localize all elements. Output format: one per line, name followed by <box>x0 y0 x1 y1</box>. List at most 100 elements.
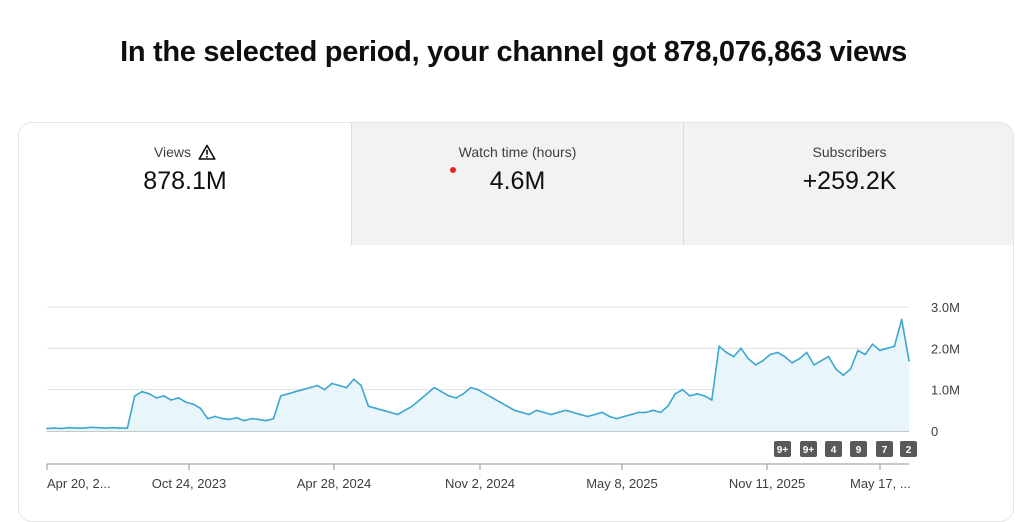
event-badge[interactable] <box>774 441 791 457</box>
data-point[interactable] <box>688 395 691 397</box>
data-point[interactable] <box>557 411 560 414</box>
data-point[interactable] <box>214 415 216 418</box>
data-point[interactable] <box>301 388 304 391</box>
data-point[interactable] <box>250 417 253 420</box>
data-point[interactable] <box>323 388 326 391</box>
data-point[interactable] <box>835 368 837 370</box>
data-point[interactable] <box>126 427 129 429</box>
data-point[interactable] <box>674 392 677 395</box>
data-point[interactable] <box>279 395 282 397</box>
data-point[interactable] <box>68 426 70 429</box>
data-point[interactable] <box>367 405 370 408</box>
data-point[interactable] <box>827 355 830 358</box>
data-point[interactable] <box>374 407 377 410</box>
data-point[interactable] <box>725 351 728 354</box>
data-point[interactable] <box>849 368 852 370</box>
data-point[interactable] <box>272 417 275 420</box>
data-point[interactable] <box>491 397 494 399</box>
data-point[interactable] <box>747 357 750 360</box>
data-point[interactable] <box>594 413 596 416</box>
data-point[interactable] <box>703 395 706 397</box>
data-point[interactable] <box>513 409 516 412</box>
data-point[interactable] <box>469 386 472 389</box>
tab-watch-time[interactable]: Watch time (hours) 4.6M <box>351 123 683 245</box>
data-point[interactable] <box>842 374 845 377</box>
tab-views[interactable]: Views 878.1M <box>19 123 351 245</box>
data-point[interactable] <box>586 415 589 418</box>
event-badge[interactable] <box>876 441 893 457</box>
data-point[interactable] <box>426 392 428 395</box>
data-point[interactable] <box>878 349 881 352</box>
data-point[interactable] <box>637 411 640 414</box>
data-point[interactable] <box>53 427 56 429</box>
data-point[interactable] <box>499 401 501 403</box>
data-point[interactable] <box>243 419 246 422</box>
data-point[interactable] <box>75 427 78 429</box>
data-point[interactable] <box>221 417 224 420</box>
data-point[interactable] <box>506 405 509 408</box>
data-point[interactable] <box>484 392 487 395</box>
data-point[interactable] <box>667 405 669 408</box>
event-badge[interactable] <box>800 441 817 457</box>
data-point[interactable] <box>389 411 392 414</box>
data-point[interactable] <box>805 351 808 354</box>
data-point[interactable] <box>294 390 297 393</box>
data-point[interactable] <box>820 359 823 362</box>
data-point[interactable] <box>404 409 406 412</box>
data-point[interactable] <box>776 351 779 354</box>
data-point[interactable] <box>477 388 479 391</box>
event-badge[interactable] <box>850 441 867 457</box>
data-point[interactable] <box>520 411 523 414</box>
data-point[interactable] <box>104 427 107 429</box>
data-point[interactable] <box>857 349 859 352</box>
data-point[interactable] <box>601 411 604 414</box>
data-point[interactable] <box>696 392 699 395</box>
data-point[interactable] <box>411 405 414 408</box>
data-point[interactable] <box>89 426 92 429</box>
data-point[interactable] <box>119 427 121 429</box>
data-point[interactable] <box>740 347 742 350</box>
data-point[interactable] <box>732 355 735 358</box>
data-point[interactable] <box>97 426 99 429</box>
data-point[interactable] <box>396 413 399 416</box>
data-point[interactable] <box>155 397 158 399</box>
data-point[interactable] <box>133 395 136 397</box>
data-point[interactable] <box>418 399 421 401</box>
data-point[interactable] <box>170 399 173 401</box>
data-point[interactable] <box>615 417 618 420</box>
data-point[interactable] <box>345 386 348 389</box>
warning-triangle-icon[interactable] <box>198 144 216 160</box>
data-point[interactable] <box>608 415 611 418</box>
data-point[interactable] <box>148 392 151 395</box>
data-point[interactable] <box>871 343 874 346</box>
data-point[interactable] <box>908 359 910 362</box>
data-point[interactable] <box>630 413 633 416</box>
data-point[interactable] <box>645 411 647 414</box>
data-point[interactable] <box>455 397 457 399</box>
data-point[interactable] <box>228 418 231 421</box>
data-point[interactable] <box>791 361 793 364</box>
data-point[interactable] <box>447 395 450 397</box>
data-point[interactable] <box>265 419 268 422</box>
event-badge[interactable] <box>825 441 842 457</box>
data-point[interactable] <box>331 382 333 385</box>
data-point[interactable] <box>542 411 545 414</box>
data-point[interactable] <box>382 409 384 412</box>
data-point[interactable] <box>287 392 289 395</box>
data-point[interactable] <box>813 364 815 366</box>
data-point[interactable] <box>718 345 720 348</box>
data-point[interactable] <box>60 427 63 430</box>
views-chart[interactable]: 0 1.0M 2.0M 3.0M 9+ 9+ 4 9 7 2 Apr 20, 2... Oct 24,… <box>19 123 1014 522</box>
data-point[interactable] <box>46 427 48 430</box>
data-point[interactable] <box>864 353 867 356</box>
data-point[interactable] <box>316 384 319 387</box>
data-point[interactable] <box>257 418 260 421</box>
data-point[interactable] <box>199 407 202 410</box>
data-point[interactable] <box>762 359 764 362</box>
data-point[interactable] <box>360 384 362 387</box>
data-point[interactable] <box>681 388 684 391</box>
data-point[interactable] <box>769 353 772 356</box>
data-point[interactable] <box>206 417 209 420</box>
data-point[interactable] <box>111 426 114 429</box>
data-point[interactable] <box>177 397 180 399</box>
